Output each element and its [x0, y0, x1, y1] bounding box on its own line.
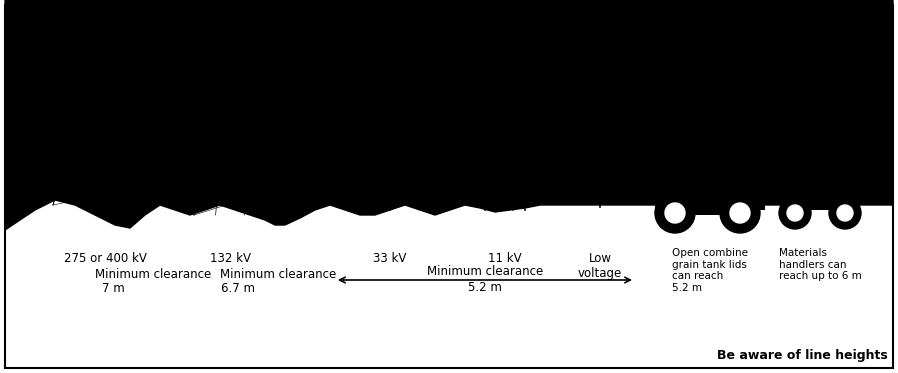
- Text: Minimum clearance: Minimum clearance: [220, 268, 336, 281]
- Polygon shape: [655, 145, 765, 210]
- Polygon shape: [5, 0, 893, 230]
- Bar: [227, 63, 233, 77]
- Bar: [287, 116, 293, 127]
- Bar: [191, 149, 197, 159]
- Bar: [50, 29, 56, 47]
- Bar: [185, 63, 191, 77]
- Text: 33 kV: 33 kV: [374, 252, 407, 265]
- Circle shape: [720, 193, 760, 233]
- Circle shape: [829, 197, 861, 229]
- Bar: [154, 29, 160, 47]
- Polygon shape: [660, 105, 700, 145]
- Circle shape: [665, 203, 685, 223]
- Text: Open combine
grain tank lids
can reach
5.2 m: Open combine grain tank lids can reach 5…: [672, 248, 748, 293]
- Polygon shape: [700, 130, 740, 145]
- Text: 275 or 400 kV: 275 or 400 kV: [64, 252, 146, 265]
- Circle shape: [787, 205, 803, 221]
- Bar: [167, 116, 173, 127]
- Bar: [279, 149, 285, 159]
- Bar: [269, 63, 275, 77]
- Text: 11 kV: 11 kV: [489, 252, 522, 265]
- Text: 7 m: 7 m: [101, 282, 125, 295]
- Text: Minimum clearance: Minimum clearance: [427, 265, 543, 278]
- Circle shape: [837, 205, 853, 221]
- Bar: [271, 116, 277, 127]
- Polygon shape: [835, 60, 865, 80]
- Bar: [102, 29, 108, 47]
- Text: 5.2 m: 5.2 m: [468, 281, 502, 294]
- Text: Materials
handlers can
reach up to 6 m: Materials handlers can reach up to 6 m: [779, 248, 861, 281]
- Circle shape: [779, 197, 811, 229]
- Text: Minimum clearance: Minimum clearance: [95, 268, 211, 281]
- Bar: [175, 149, 181, 159]
- Text: 6.7 m: 6.7 m: [221, 282, 255, 295]
- Polygon shape: [780, 135, 815, 160]
- Text: Be aware of line heights: Be aware of line heights: [718, 349, 888, 362]
- Polygon shape: [655, 190, 730, 215]
- Bar: [47, 107, 53, 121]
- Text: Low
voltage: Low voltage: [578, 252, 622, 280]
- Bar: [157, 107, 163, 121]
- Polygon shape: [780, 160, 860, 210]
- Bar: [167, 72, 173, 87]
- Text: 132 kV: 132 kV: [209, 252, 251, 265]
- Circle shape: [730, 203, 750, 223]
- Bar: [183, 116, 189, 127]
- Bar: [37, 72, 43, 87]
- Bar: [263, 149, 269, 159]
- Circle shape: [655, 193, 695, 233]
